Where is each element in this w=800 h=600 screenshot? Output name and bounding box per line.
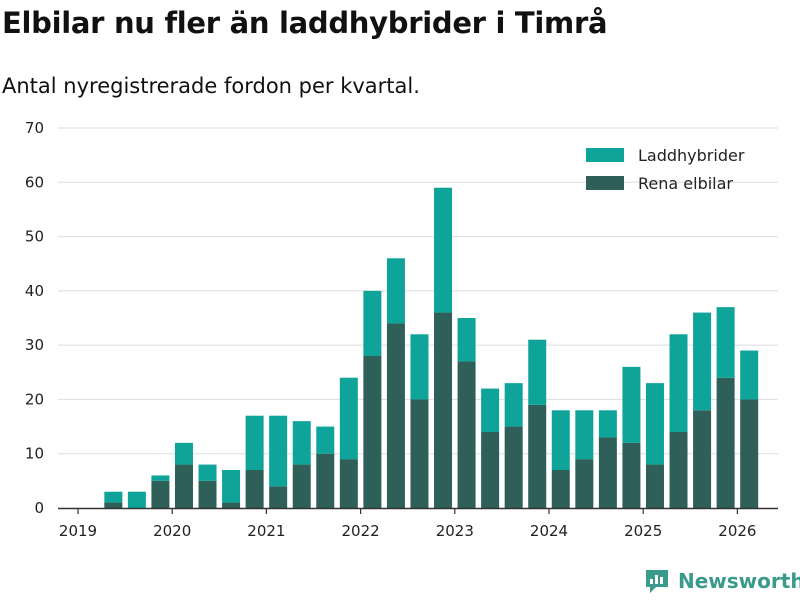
bar-rena-elbilar [669, 432, 688, 508]
x-tick-label: 2022 [342, 522, 380, 540]
bar-rena-elbilar [151, 480, 170, 508]
bar-rena-elbilar [174, 464, 193, 508]
bar-laddhybrider [363, 290, 382, 356]
bar-rena-elbilar [339, 459, 358, 508]
bar-rena-elbilar [434, 312, 453, 508]
bar-rena-elbilar [528, 404, 547, 508]
bar-rena-elbilar [269, 486, 288, 508]
brand-name: Newsworthy [678, 569, 800, 593]
bar-rena-elbilar [481, 432, 500, 508]
bar-laddhybrider [151, 475, 170, 481]
y-tick-label: 10 [25, 445, 44, 463]
bar-laddhybrider [693, 312, 712, 411]
bar-laddhybrider [669, 334, 688, 432]
bar-rena-elbilar [457, 361, 476, 508]
bar-laddhybrider [269, 415, 288, 487]
x-tick-label: 2025 [624, 522, 662, 540]
chart-title: Elbilar nu fler än laddhybrider i Timrå [2, 6, 608, 40]
bar-rena-elbilar [622, 442, 641, 508]
bar-laddhybrider [575, 410, 594, 460]
bar-rena-elbilar [222, 502, 241, 508]
bar-laddhybrider [740, 350, 759, 400]
x-tick-label: 2024 [530, 522, 568, 540]
bar-rena-elbilar [363, 356, 382, 508]
legend-label: Rena elbilar [638, 174, 733, 193]
bar-rena-elbilar [245, 470, 264, 508]
bar-laddhybrider [481, 388, 500, 432]
newsworthy-logo-icon [646, 570, 668, 593]
bar-laddhybrider [716, 307, 735, 378]
bar-rena-elbilar [386, 323, 405, 508]
legend-label: Laddhybrider [638, 146, 745, 165]
bar-laddhybrider [410, 334, 429, 400]
y-tick-label: 30 [25, 336, 44, 354]
y-tick-label: 20 [25, 390, 44, 408]
bar-rena-elbilar [504, 426, 523, 508]
y-tick-label: 60 [25, 173, 44, 191]
bar-rena-elbilar [575, 459, 594, 508]
newsworthy-brand: Newsworthy [644, 568, 800, 594]
bar-laddhybrider [339, 377, 358, 460]
bar-rena-elbilar [198, 480, 217, 508]
bar-rena-elbilar [740, 399, 759, 508]
legend-swatch [586, 176, 624, 190]
bar-laddhybrider [504, 383, 523, 427]
bar-rena-elbilar [410, 399, 429, 508]
bar-rena-elbilar [598, 437, 617, 508]
y-tick-label: 0 [34, 499, 44, 517]
bar-rena-elbilar [104, 502, 123, 508]
x-tick-label: 2026 [718, 522, 756, 540]
bar-laddhybrider [528, 339, 547, 405]
bar-laddhybrider [104, 491, 123, 503]
bar-laddhybrider [174, 442, 193, 465]
bar-laddhybrider [127, 491, 146, 508]
bar-laddhybrider [457, 318, 476, 362]
bar-laddhybrider [598, 410, 617, 438]
x-tick-label: 2021 [247, 522, 285, 540]
legend-swatch [586, 148, 624, 162]
bar-rena-elbilar [292, 464, 311, 508]
x-tick-label: 2020 [153, 522, 191, 540]
bar-rena-elbilar [645, 464, 664, 508]
bar-laddhybrider [316, 426, 335, 454]
y-tick-label: 40 [25, 282, 44, 300]
bar-laddhybrider [245, 415, 264, 470]
y-tick-label: 70 [25, 119, 44, 137]
bar-rena-elbilar [316, 453, 335, 508]
bar-laddhybrider [198, 464, 217, 481]
x-tick-label: 2019 [59, 522, 97, 540]
y-tick-label: 50 [25, 228, 44, 246]
bar-rena-elbilar [693, 410, 712, 508]
bar-laddhybrider [222, 470, 241, 503]
bar-laddhybrider [292, 421, 311, 465]
bar-laddhybrider [386, 258, 405, 324]
bar-laddhybrider [551, 410, 570, 470]
bar-laddhybrider [622, 366, 641, 443]
bar-laddhybrider [434, 187, 453, 313]
chart-subtitle: Antal nyregistrerade fordon per kvartal. [2, 74, 420, 98]
bar-laddhybrider [645, 383, 664, 465]
bar-rena-elbilar [551, 470, 570, 508]
x-tick-label: 2023 [436, 522, 474, 540]
bar-rena-elbilar [716, 377, 735, 508]
